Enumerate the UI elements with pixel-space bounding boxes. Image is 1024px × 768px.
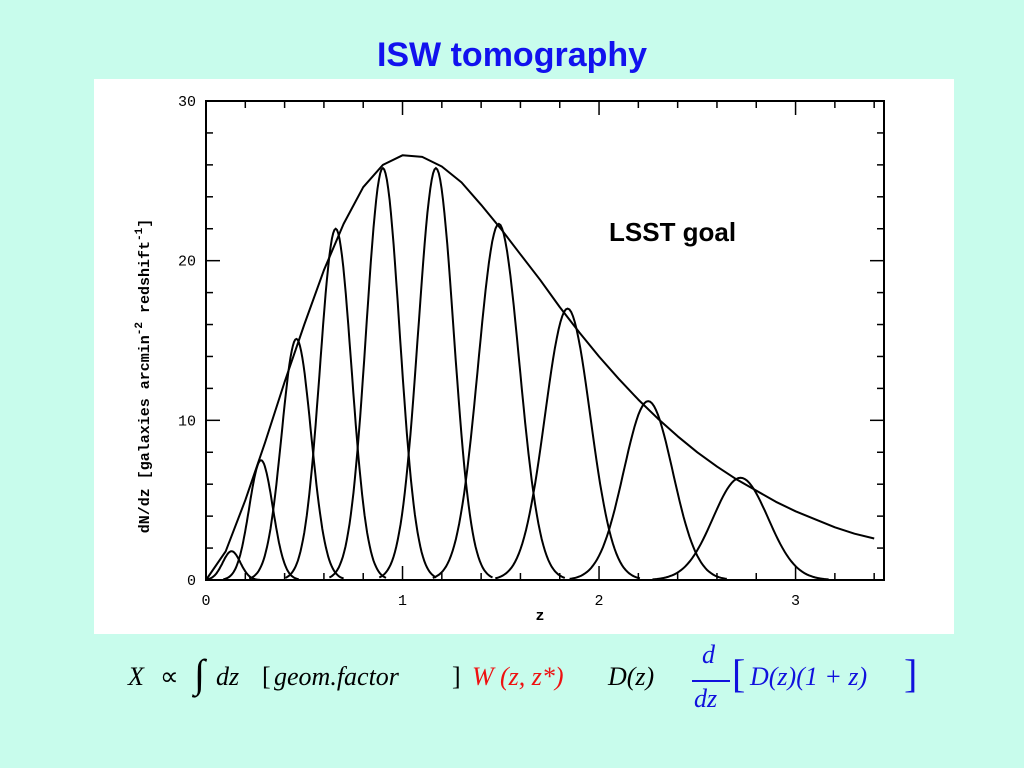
formula-frac-bar xyxy=(692,680,730,682)
chart-panel: 0 1 2 3 0 10 20 30 LSST goal z dN/dz [galaxies … xyxy=(94,79,954,634)
formula-proportional: ∝ xyxy=(160,662,179,691)
isw-formula: X ∝ ∫ dz [ geom.factor ] W (z, z*) D(z) … xyxy=(120,636,940,726)
lsst-goal-annotation: LSST goal xyxy=(609,217,736,247)
formula-frac-numerator: d xyxy=(702,640,715,669)
bin-curve-8 xyxy=(495,307,641,580)
envelope-curve xyxy=(205,154,875,581)
formula-integral: ∫ xyxy=(194,651,205,696)
formula-d: D(z) xyxy=(608,662,655,691)
y-tick-label: 30 xyxy=(178,94,196,111)
plot-frame xyxy=(205,100,885,581)
x-tick-label: 3 xyxy=(791,593,800,610)
formula-growth-term: D(z)(1 + z) xyxy=(750,662,868,691)
bin-curve-9 xyxy=(569,400,727,580)
formula-rbracket: ] xyxy=(452,662,461,691)
formula-w-args: (z, z*) xyxy=(500,662,564,691)
y-axis-label-mid: redshift xyxy=(137,241,154,322)
y-axis-label-exp2: -1 xyxy=(134,227,146,241)
slide-title: ISW tomography xyxy=(376,36,648,74)
bin-curve-6 xyxy=(378,166,493,579)
y-axis-label-end: ] xyxy=(137,219,154,228)
bin-curve-1 xyxy=(205,550,260,581)
x-axis-label: z xyxy=(535,608,544,625)
bin-curve-4 xyxy=(284,227,387,579)
formula-w: W xyxy=(472,662,494,691)
formula-geom-factor: geom.factor xyxy=(274,662,399,691)
formula-big-rbracket: ] xyxy=(904,651,918,696)
y-axis-label: dN/dz [galaxies arcmin-2 redshift-1] xyxy=(134,219,154,533)
bin-curve-10 xyxy=(652,476,829,581)
formula-dz: dz xyxy=(216,662,240,691)
y-tick-label: 0 xyxy=(187,573,196,590)
bin-curve-5 xyxy=(328,166,437,579)
formula-frac-denominator: dz xyxy=(694,684,718,713)
x-tick-label: 0 xyxy=(201,593,210,610)
formula-lbracket: [ xyxy=(262,662,271,691)
bin-curve-3 xyxy=(248,337,344,580)
formula-x: X xyxy=(128,662,144,691)
formula-big-lbracket: [ xyxy=(732,651,746,696)
bin-curve-7 xyxy=(432,222,566,579)
curves xyxy=(205,154,875,581)
x-tick-label: 2 xyxy=(595,593,604,610)
bin-curve-2 xyxy=(223,459,299,581)
y-tick-label: 20 xyxy=(178,254,196,271)
y-axis-label-main: dN/dz [galaxies arcmin xyxy=(137,335,154,533)
y-axis-label-exp1: -2 xyxy=(134,322,146,335)
x-tick-label: 1 xyxy=(398,593,407,610)
y-tick-label: 10 xyxy=(178,413,196,430)
